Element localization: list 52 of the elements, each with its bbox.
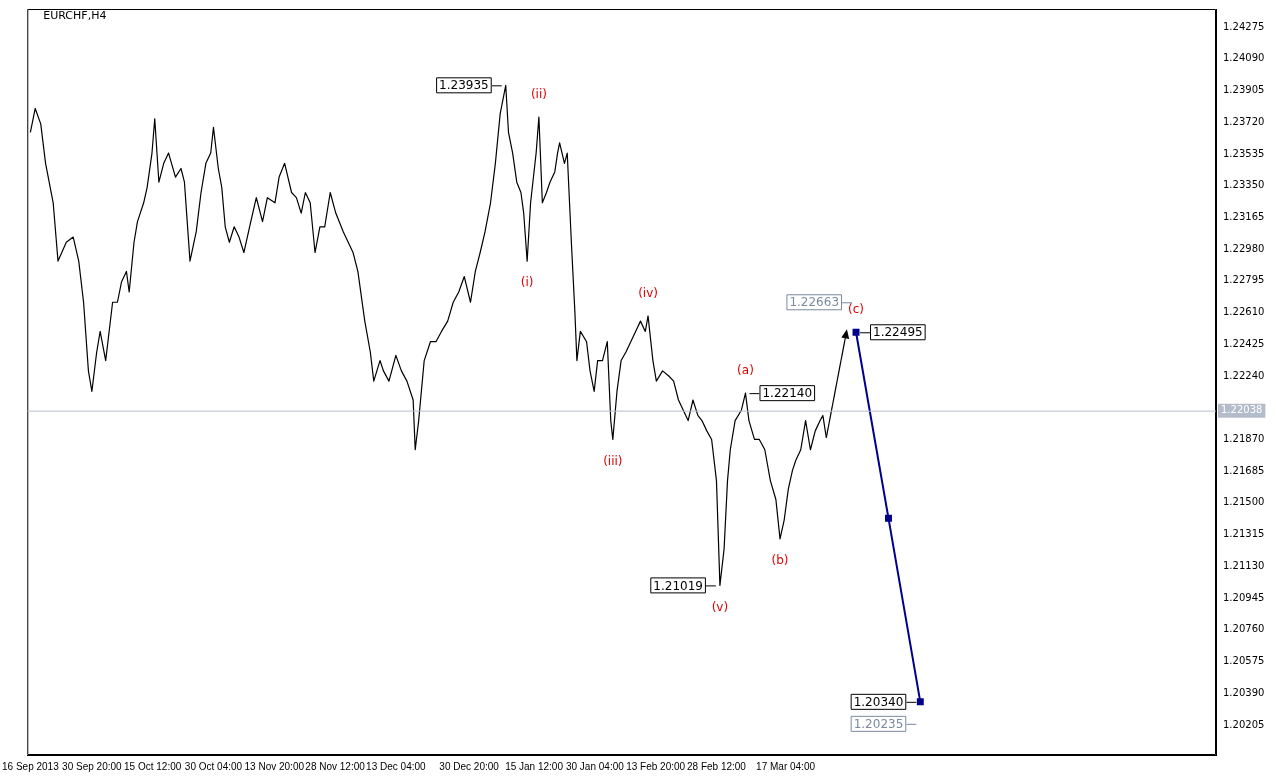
x-tick-label: 13 Feb 20:00 [626, 760, 686, 772]
y-tick-label: 1.22425 [1223, 337, 1265, 349]
x-tick-label: 30 Oct 04:00 [184, 760, 243, 772]
annotation: (b) [771, 553, 789, 568]
x-tick-label: 28 Nov 12:00 [305, 760, 366, 772]
x-tick-label: 17 Mar 04:00 [756, 760, 816, 772]
y-tick-label: 1.20945 [1223, 591, 1265, 603]
annotation: 1.22663 [789, 295, 840, 310]
x-tick-label: 28 Feb 12:00 [686, 760, 747, 772]
annotation: (iv) [638, 286, 658, 301]
annotation: (c) [848, 302, 865, 317]
x-tick-label: 30 Sep 20:00 [62, 760, 123, 772]
y-tick-label: 1.23535 [1223, 147, 1265, 159]
annotation: (i) [520, 275, 534, 290]
y-tick-label: 1.20575 [1223, 655, 1265, 667]
chart-title: EURCHF,H4 [43, 9, 107, 23]
annotation: (iii) [603, 453, 623, 468]
annotation: 1.22140 [762, 386, 813, 401]
y-tick-label: 1.22980 [1223, 242, 1265, 254]
annotation: (a) [737, 363, 754, 378]
y-tick-label: 1.21685 [1223, 464, 1265, 476]
y-tick-label: 1.20760 [1223, 623, 1265, 635]
annotation: (ii) [530, 87, 547, 102]
x-tick-label: 13 Dec 04:00 [366, 760, 427, 772]
y-tick-label: 1.22610 [1223, 306, 1265, 318]
x-tick-label: 13 Nov 20:00 [244, 760, 305, 772]
y-tick-label: 1.24275 [1223, 20, 1265, 32]
x-tick-label: 30 Jan 04:00 [565, 760, 625, 772]
y-tick-label: 1.21315 [1223, 528, 1265, 540]
annotation: 1.21019 [653, 578, 703, 593]
annotation: 1.20340 [853, 694, 904, 709]
annotation: 1.22495 [873, 325, 923, 340]
y-tick-label: 1.23165 [1223, 210, 1265, 222]
y-tick-label: 1.21870 [1223, 433, 1265, 445]
x-tick-label: 16 Sep 2013 [2, 760, 60, 772]
y-tick-label: 1.20390 [1223, 686, 1265, 698]
y-tick-label: 1.23720 [1223, 115, 1265, 127]
x-tick-label: 15 Jan 12:00 [505, 760, 564, 772]
y-tick-label: 1.20205 [1223, 718, 1265, 730]
annotation: (v) [711, 599, 729, 614]
y-tick-label: 1.24090 [1223, 52, 1265, 64]
y-tick-label: 1.22795 [1223, 274, 1265, 286]
annotation: 1.23935 [439, 78, 489, 93]
y-tick-label: 1.22240 [1223, 369, 1265, 381]
x-tick-label: 30 Dec 20:00 [439, 760, 500, 772]
ref-line-label: 1.22038 [1221, 404, 1263, 416]
y-tick-label: 1.23905 [1223, 84, 1265, 96]
y-tick-label: 1.21130 [1223, 559, 1265, 571]
x-tick-label: 15 Oct 12:00 [124, 760, 182, 772]
annotation: 1.20235 [853, 716, 904, 731]
y-tick-label: 1.21500 [1223, 496, 1265, 508]
y-tick-label: 1.23350 [1223, 179, 1265, 191]
